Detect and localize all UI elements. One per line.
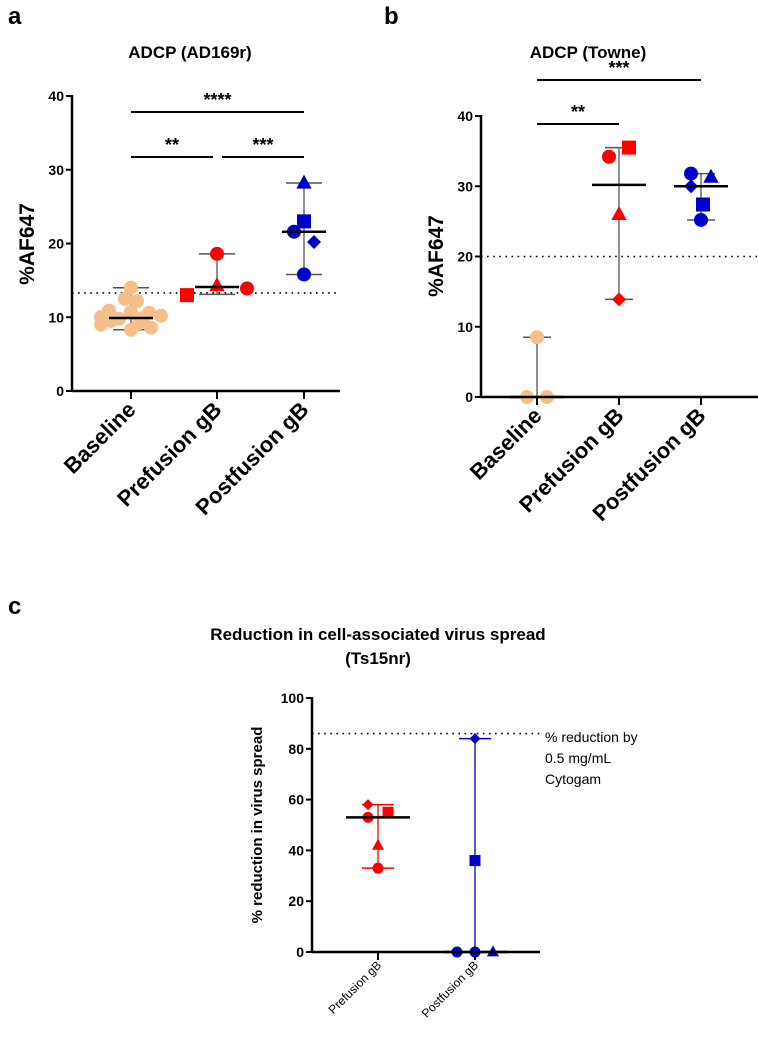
data-point-square: [382, 806, 394, 818]
threshold-label-line: Cytogam: [545, 771, 601, 787]
significance-label: **: [571, 102, 585, 122]
y-tick-label: 0: [296, 944, 304, 960]
y-tick-label: 80: [288, 741, 304, 757]
y-tick-label: 40: [48, 88, 64, 104]
data-point-circle: [602, 149, 616, 164]
data-point-square: [469, 855, 481, 867]
series-group: [510, 330, 564, 404]
significance-label: **: [165, 135, 179, 155]
data-point-triangle: [703, 168, 719, 183]
y-tick-label: 60: [288, 792, 304, 808]
x-tick-label: Postfusion gB: [419, 958, 481, 1020]
y-tick-label: 30: [48, 162, 64, 178]
x-tick-label: Baseline: [465, 403, 547, 485]
y-tick-label: 20: [288, 893, 304, 909]
data-point-diamond: [612, 292, 626, 307]
significance-label: ***: [608, 58, 629, 78]
panel-b-ylabel: %AF647: [425, 215, 448, 297]
significance-label: ****: [203, 90, 231, 110]
y-tick-label: 100: [281, 690, 305, 706]
data-point-square: [297, 214, 311, 229]
data-point-diamond: [307, 235, 321, 250]
y-tick-label: 0: [56, 383, 64, 399]
series-group: [592, 140, 646, 307]
data-point-circle: [130, 294, 144, 309]
data-point-diamond: [362, 799, 374, 811]
threshold-label: % reduction by 0.5 mg/mL Cytogam: [545, 729, 638, 787]
data-point-circle: [124, 305, 138, 320]
data-point-circle: [530, 330, 544, 345]
data-point-circle: [124, 280, 138, 295]
data-point-circle: [94, 317, 108, 332]
threshold-label-line: 0.5 mg/mL: [545, 750, 611, 766]
data-point-circle: [372, 862, 384, 874]
x-tick-label: Prefusion gB: [326, 958, 384, 1016]
y-tick-label: 40: [457, 108, 473, 124]
data-point-circle: [210, 246, 224, 261]
data-point-square: [180, 288, 194, 303]
y-tick-label: 10: [457, 319, 473, 335]
data-point-circle: [240, 281, 254, 296]
data-point-triangle: [371, 838, 385, 850]
y-tick-label: 20: [48, 236, 64, 252]
data-point-triangle: [209, 277, 225, 292]
x-tick-label: Baseline: [59, 397, 141, 479]
panel-c-title: Reduction in cell-associated virus sprea…: [210, 625, 545, 644]
data-point-square: [622, 140, 636, 155]
y-tick-label: 10: [48, 309, 64, 325]
panel-letter-b: b: [384, 3, 399, 30]
panel-b-title: ADCP (Towne): [530, 43, 646, 62]
y-tick-label: 40: [288, 842, 304, 858]
data-point-circle: [144, 320, 158, 335]
panel-c-plot: 0 20 40 60 80 100 Prefusion gB Postfusion gB: [281, 690, 540, 1020]
panel-letter-c: c: [8, 593, 21, 620]
series-group: [282, 174, 326, 282]
data-point-square: [696, 197, 710, 212]
series-group: [346, 799, 410, 874]
data-point-circle: [124, 322, 138, 337]
panel-c-ylabel: % reduction in virus spread: [249, 727, 266, 924]
panel-a-title: ADCP (AD169r): [128, 43, 251, 62]
threshold-label-line: % reduction by: [545, 729, 638, 745]
data-point-diamond: [469, 733, 481, 745]
data-point-circle: [297, 267, 311, 282]
y-tick-label: 30: [457, 178, 473, 194]
series-group: [443, 733, 507, 958]
significance-label: ***: [252, 135, 273, 155]
series-group: [674, 166, 728, 227]
data-point-circle: [118, 291, 132, 306]
data-point-triangle: [296, 174, 312, 189]
data-point-circle: [684, 166, 698, 181]
data-point-triangle: [611, 205, 627, 220]
panel-letter-a: a: [8, 3, 22, 30]
data-point-circle: [154, 308, 168, 323]
y-tick-label: 0: [465, 389, 473, 405]
panel-c-subtitle: (Ts15nr): [345, 649, 411, 668]
series-group: [180, 246, 254, 303]
series-group: [94, 280, 168, 337]
data-point-circle: [694, 212, 708, 227]
y-tick-label: 20: [457, 249, 473, 265]
panel-a-ylabel: %AF647: [16, 203, 39, 285]
